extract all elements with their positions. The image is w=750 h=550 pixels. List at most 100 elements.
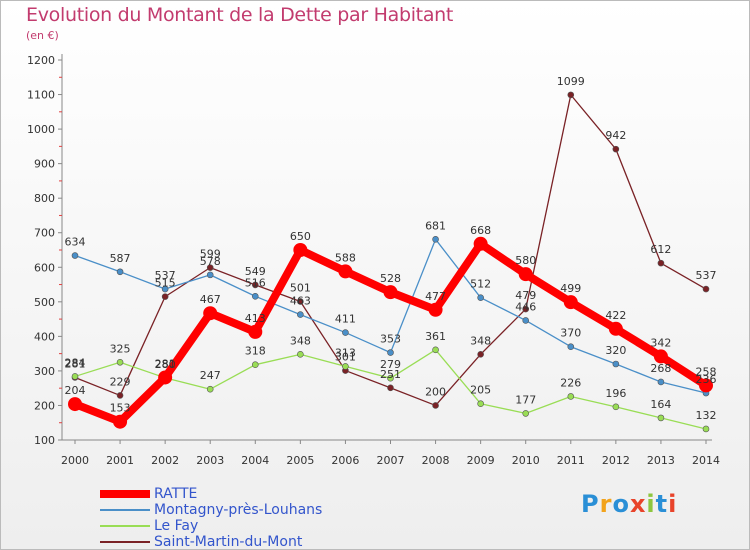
data-label: 301 [335, 351, 356, 364]
data-label: 467 [200, 293, 221, 306]
data-label: 284 [65, 356, 86, 369]
legend-swatch [100, 509, 150, 511]
data-point [522, 317, 530, 324]
data-label: 205 [470, 384, 491, 397]
data-point [563, 295, 578, 310]
data-label: 247 [200, 369, 221, 382]
data-label: 268 [650, 362, 671, 375]
data-point [699, 378, 713, 393]
data-label: 588 [335, 251, 356, 264]
legend-label: RATTE [154, 486, 198, 502]
legend-item: RATTE [100, 486, 400, 502]
x-tick-label: 2010 [512, 454, 540, 467]
line-chart: 100 200 300 400 500 600 700 800 900 1000 1100 1200 2… [27, 54, 720, 467]
data-label: 226 [560, 376, 581, 389]
data-point [657, 378, 665, 386]
data-label: 515 [155, 277, 176, 290]
data-point [248, 324, 263, 339]
x-tick-label: 2002 [151, 454, 179, 467]
data-point [612, 360, 620, 368]
data-label: 200 [425, 385, 446, 398]
x-tick-label: 2006 [331, 454, 359, 467]
data-point [522, 305, 530, 313]
data-point [251, 281, 259, 289]
data-label: 634 [65, 236, 86, 249]
data-point [116, 358, 124, 366]
data-label: 942 [605, 129, 626, 142]
data-label: 411 [335, 313, 356, 326]
data-point [71, 252, 79, 259]
data-point [653, 349, 668, 364]
data-point [342, 329, 349, 336]
x-tick-label: 2011 [557, 454, 585, 467]
data-point [702, 425, 710, 433]
data-label: 196 [605, 387, 626, 400]
legend-label: Saint-Martin-du-Mont [154, 534, 303, 550]
data-label: 479 [515, 289, 536, 302]
data-point [657, 414, 665, 422]
data-label: 499 [560, 282, 581, 295]
y-tick-label: 900 [34, 158, 55, 171]
data-point [338, 264, 353, 279]
data-point [657, 259, 665, 267]
data-label: 681 [425, 219, 446, 232]
y-tick-label: 1100 [27, 89, 55, 102]
data-label: 612 [650, 243, 671, 256]
y-tick-label: 1000 [27, 123, 55, 136]
data-label: 528 [380, 272, 401, 285]
logo-letter: r [599, 490, 613, 518]
x-tick-label: 2012 [602, 454, 630, 467]
data-label: 348 [470, 334, 491, 347]
data-point [522, 410, 530, 417]
data-point [612, 145, 620, 153]
data-point [567, 393, 575, 400]
data-point [116, 268, 124, 276]
logo-letter: P [581, 490, 600, 518]
data-point [473, 236, 488, 251]
chart-title: Evolution du Montant de la Dette par Hab… [26, 4, 454, 26]
data-point [297, 298, 304, 305]
data-point [251, 292, 259, 300]
data-label: 516 [245, 276, 266, 289]
chart-unit-label: (en €) [26, 29, 59, 42]
data-point [297, 351, 304, 358]
data-label: 318 [245, 345, 266, 358]
x-tick-label: 2000 [61, 454, 89, 467]
y-tick-label: 500 [34, 296, 55, 309]
x-tick-label: 2005 [286, 454, 314, 467]
data-point [113, 414, 128, 429]
y-tick-label: 100 [34, 434, 55, 447]
data-label: 512 [470, 278, 491, 291]
legend-swatch [100, 525, 150, 527]
data-point [161, 285, 169, 293]
data-label: 342 [650, 336, 671, 349]
data-point [206, 271, 214, 279]
x-tick-label: 2003 [196, 454, 224, 467]
x-tick-label: 2007 [377, 454, 405, 467]
data-label: 650 [290, 230, 311, 243]
data-point [477, 351, 484, 358]
data-label: 236 [696, 373, 717, 386]
data-label: 348 [290, 334, 311, 347]
x-tick-label: 2014 [692, 454, 720, 467]
data-point [387, 384, 394, 392]
data-label: 177 [515, 393, 536, 406]
data-point [161, 293, 169, 300]
data-point [702, 285, 710, 293]
data-label: 580 [515, 254, 536, 267]
y-tick-label: 1200 [27, 54, 55, 67]
data-label: 537 [155, 269, 176, 282]
data-point [432, 402, 439, 409]
data-label: 668 [470, 224, 491, 237]
data-label: 1099 [557, 75, 585, 88]
data-label: 281 [155, 357, 176, 370]
data-point [293, 243, 308, 257]
data-point [432, 235, 439, 243]
data-label: 599 [200, 248, 221, 261]
data-label: 501 [290, 281, 311, 294]
data-point [608, 321, 623, 336]
data-point [432, 346, 439, 354]
data-point [251, 361, 259, 368]
data-label: 320 [605, 344, 626, 357]
data-point [428, 302, 443, 317]
